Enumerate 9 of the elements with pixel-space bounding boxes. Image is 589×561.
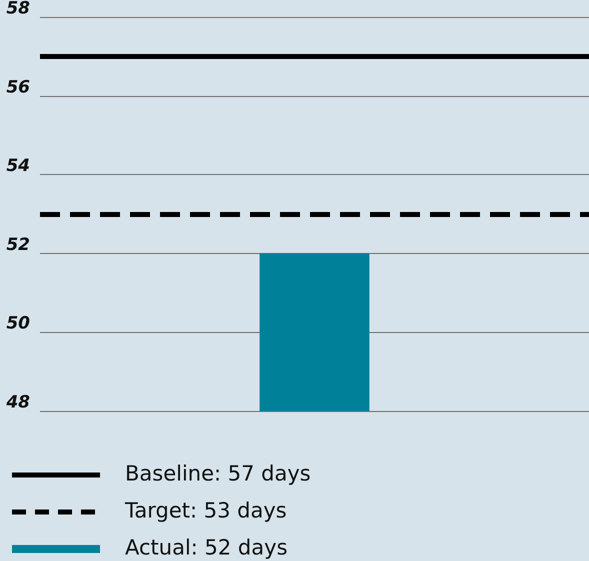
- y-tick-label: 50: [6, 314, 30, 334]
- y-tick-label: 58: [6, 0, 30, 18]
- y-tick-label: 54: [6, 156, 30, 176]
- legend-label: Target: 53 days: [124, 498, 287, 522]
- legend-label: Baseline: 57 days: [125, 462, 311, 486]
- y-tick-label: 52: [6, 234, 30, 255]
- y-tick-label: 56: [6, 77, 30, 98]
- y-tick-label: 48: [5, 392, 30, 412]
- legend-label: Actual: 52 days: [125, 536, 288, 560]
